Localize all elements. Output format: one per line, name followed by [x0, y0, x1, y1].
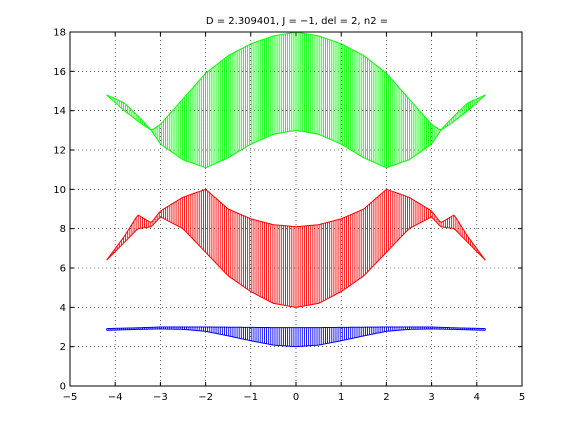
x-tick-label: −5	[63, 392, 78, 403]
series-lower-edge	[106, 94, 486, 169]
x-tick-label: −2	[198, 392, 213, 403]
x-tick-label: 2	[383, 392, 389, 403]
y-tick-label: 6	[60, 264, 66, 275]
x-tick-label: −3	[153, 392, 168, 403]
x-tick-label: 1	[338, 392, 344, 403]
series-2	[106, 31, 486, 169]
series-0	[106, 326, 486, 348]
series-layer	[106, 31, 486, 348]
y-tick-label: 10	[53, 185, 66, 196]
series-upper-edge	[106, 326, 486, 330]
series-1	[106, 188, 486, 308]
x-tick-label: 5	[519, 392, 525, 403]
y-tick-label: 16	[53, 67, 66, 78]
grid	[70, 32, 522, 386]
x-tick-label: 3	[428, 392, 434, 403]
series-upper-edge	[106, 188, 486, 261]
y-tick-label: 14	[53, 106, 66, 117]
chart-title: D = 2.309401, J = −1, del = 2, n2 =	[206, 16, 388, 27]
x-tick-label: 4	[474, 392, 480, 403]
y-tick-label: 4	[60, 303, 66, 314]
x-tick-label: 0	[293, 392, 299, 403]
y-tick-label: 0	[60, 382, 66, 393]
series-lower-edge	[106, 216, 486, 308]
y-tick-label: 8	[60, 224, 66, 235]
x-tick-label: −4	[108, 392, 123, 403]
y-tick-label: 18	[53, 28, 66, 39]
series-lower-edge	[106, 328, 486, 348]
y-tick-label: 2	[60, 342, 66, 353]
x-tick-label: −1	[243, 392, 258, 403]
y-tick-label: 12	[53, 146, 66, 157]
